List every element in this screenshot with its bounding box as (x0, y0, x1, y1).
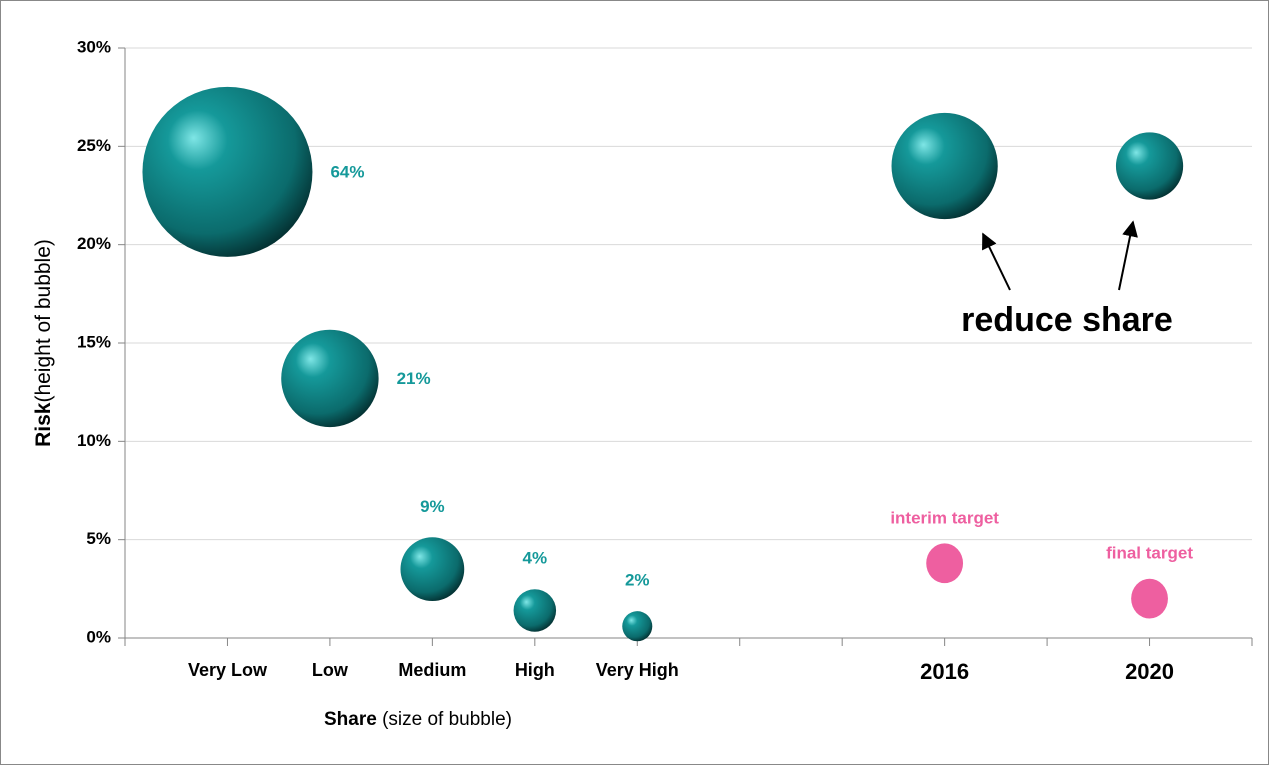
x-tick-label: Very Low (188, 660, 268, 680)
y-tick-label: 10% (77, 431, 111, 450)
bubble (281, 329, 379, 428)
x-axis-title: Share (size of bubble) (324, 709, 512, 730)
bubble (1115, 132, 1184, 200)
x-tick-label: 2020 (1125, 659, 1174, 684)
arrow (1118, 220, 1138, 291)
data-label: 9% (420, 497, 445, 516)
x-axis-title-rest: (size of bubble) (377, 709, 512, 730)
x-tick-label: 2016 (920, 659, 969, 684)
bubble (400, 537, 465, 602)
y-tick-label: 25% (77, 136, 111, 155)
y-axis-title-rest: (height of bubble) (32, 239, 55, 402)
arrow (982, 232, 1011, 291)
y-axis-title-bold: Risk (32, 402, 55, 447)
data-label: 64% (330, 162, 364, 181)
x-tick-label: Low (312, 660, 349, 680)
target-label: final target (1106, 544, 1193, 563)
marks (142, 86, 1184, 642)
data-label: 21% (397, 369, 431, 388)
target-bubble (1131, 578, 1168, 619)
y-tick-label: 20% (77, 234, 111, 253)
y-tick-label: 0% (86, 627, 111, 646)
x-axis-title-bold: Share (324, 709, 377, 730)
bubble (513, 589, 557, 632)
x-tick-label: Very High (596, 660, 679, 680)
y-tick-label: 30% (77, 37, 111, 56)
y-tick-label: 5% (86, 529, 111, 548)
bubble (142, 86, 313, 257)
x-tick-label: High (515, 660, 555, 680)
target-label: interim target (890, 508, 999, 527)
y-tick-label: 15% (77, 332, 111, 351)
annotation: reduce share (961, 301, 1173, 339)
data-label: 2% (625, 571, 650, 590)
data-label: 4% (523, 549, 548, 568)
target-bubble (926, 543, 964, 584)
x-tick-label: Medium (398, 660, 466, 680)
bubble (622, 611, 653, 642)
bubble (891, 112, 998, 220)
y-axis-title: Risk(height of bubble) (32, 239, 55, 447)
grid (118, 47, 1253, 646)
